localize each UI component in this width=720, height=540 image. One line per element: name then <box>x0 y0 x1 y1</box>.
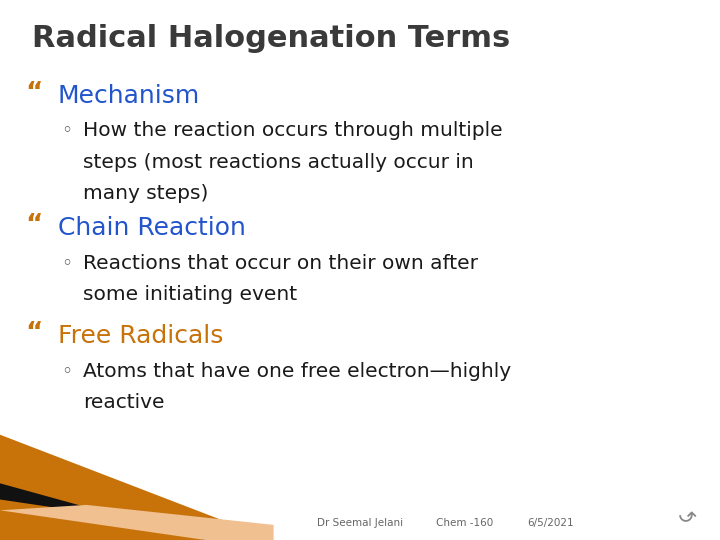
Text: 6/5/2021: 6/5/2021 <box>528 518 574 528</box>
Text: How the reaction occurs through multiple: How the reaction occurs through multiple <box>83 122 503 140</box>
Polygon shape <box>0 435 274 540</box>
Text: Mechanism: Mechanism <box>58 84 200 107</box>
Text: “: “ <box>25 213 42 239</box>
Text: ◦: ◦ <box>61 254 72 273</box>
Text: steps (most reactions actually occur in: steps (most reactions actually occur in <box>83 153 474 172</box>
Polygon shape <box>0 505 274 540</box>
Text: Free Radicals: Free Radicals <box>58 324 223 348</box>
Text: many steps): many steps) <box>83 184 208 203</box>
Text: Atoms that have one free electron—highly: Atoms that have one free electron—highly <box>83 362 511 381</box>
Text: some initiating event: some initiating event <box>83 285 297 304</box>
Text: Dr Seemal Jelani: Dr Seemal Jelani <box>317 518 403 528</box>
Text: Chem -160: Chem -160 <box>436 518 493 528</box>
Text: ↶: ↶ <box>678 500 697 521</box>
Text: ◦: ◦ <box>61 362 72 381</box>
Text: ◦: ◦ <box>61 122 72 140</box>
Text: “: “ <box>25 81 42 107</box>
Text: Reactions that occur on their own after: Reactions that occur on their own after <box>83 254 478 273</box>
Text: “: “ <box>25 321 42 347</box>
Text: reactive: reactive <box>83 393 164 412</box>
Polygon shape <box>0 483 274 540</box>
Text: Radical Halogenation Terms: Radical Halogenation Terms <box>32 24 510 53</box>
Text: Chain Reaction: Chain Reaction <box>58 216 246 240</box>
